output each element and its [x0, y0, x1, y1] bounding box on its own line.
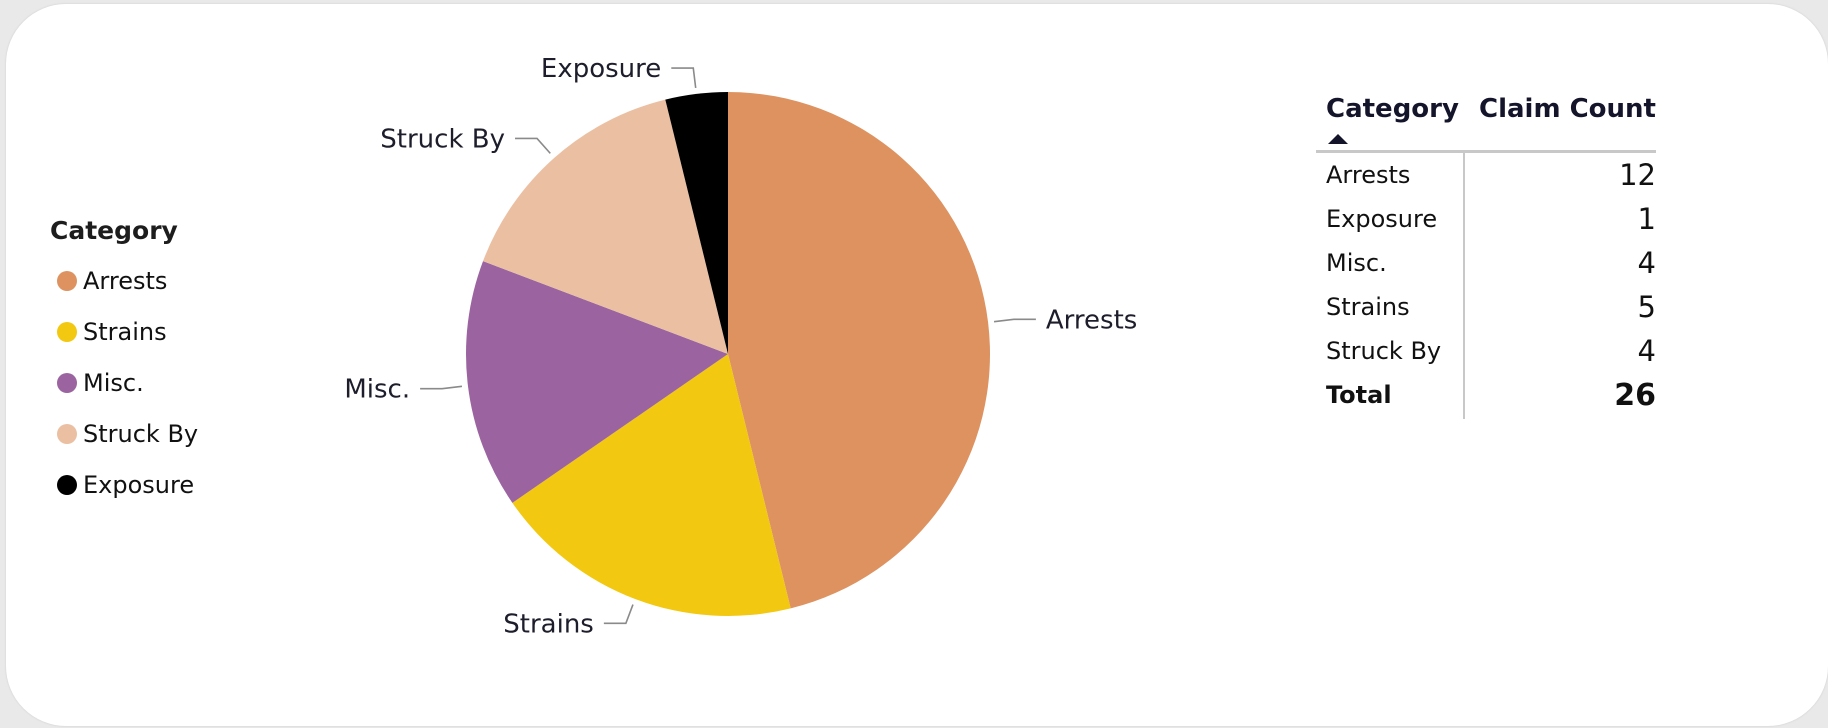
total-count: 26 [1614, 377, 1656, 413]
cell-category: Misc. [1326, 249, 1387, 277]
sort-ascending-icon[interactable] [1328, 134, 1348, 144]
legend-title: Category [50, 216, 178, 245]
slice-label: Exposure [541, 54, 661, 84]
pie-chart: Arrests Strains Misc. Struck By Exposure [344, 54, 1137, 639]
leader-line [993, 318, 1036, 323]
leader-line [671, 67, 697, 89]
cell-category: Strains [1326, 293, 1410, 321]
column-divider [1463, 153, 1465, 419]
pie-slice[interactable] [665, 92, 728, 354]
total-row: Total 26 [1316, 373, 1656, 417]
pie-slice[interactable] [512, 354, 791, 617]
pie-slice[interactable] [466, 261, 728, 503]
leader-line [515, 137, 551, 154]
cell-claim-count: 5 [1637, 290, 1656, 324]
pie-legend: Category Arrests Strains Misc. Struck By Exp… [50, 216, 198, 510]
pie-slice[interactable] [483, 99, 728, 354]
legend-label: Misc. [83, 368, 144, 397]
leader-line [603, 604, 634, 625]
header-divider [1316, 150, 1656, 153]
cell-claim-count: 4 [1637, 334, 1656, 368]
cell-claim-count: 1 [1637, 202, 1656, 236]
total-label: Total [1326, 381, 1392, 409]
legend-label: Arrests [83, 266, 168, 295]
cell-claim-count: 12 [1619, 158, 1656, 192]
visual-card: Category Arrests Strains Misc. Struck By Exp… [6, 4, 1828, 726]
legend-item[interactable]: Strains [50, 306, 198, 357]
legend-swatch [57, 474, 77, 495]
legend-swatch [57, 372, 77, 393]
legend-swatch [57, 270, 77, 291]
legend-label: Struck By [83, 419, 199, 448]
slice-label: Struck By [380, 124, 505, 154]
leader-line [420, 385, 463, 390]
table-row[interactable]: Misc. 4 [1316, 241, 1656, 285]
slice-label: Misc. [344, 375, 410, 405]
cell-category: Exposure [1326, 205, 1438, 233]
legend-item[interactable]: Misc. [50, 357, 198, 408]
legend-swatch [57, 321, 77, 342]
table-row[interactable]: Arrests 12 [1316, 153, 1656, 197]
claims-table: Category Claim Count Arrests 12 Exposure 1 M… [1316, 94, 1656, 419]
legend-swatch [57, 423, 77, 444]
legend-label: Strains [83, 317, 167, 346]
table-row[interactable]: Strains 5 [1316, 285, 1656, 329]
table-body: Arrests 12 Exposure 1 Misc. 4 Strains 5 Struck B… [1316, 153, 1656, 419]
pie-slice[interactable] [728, 92, 990, 609]
slice-label: Strains [503, 609, 594, 639]
cell-category: Struck By [1326, 337, 1442, 365]
table-row[interactable]: Struck By 4 [1316, 329, 1656, 373]
legend-item[interactable]: Struck By [50, 408, 198, 459]
slice-label: Arrests [1046, 305, 1137, 335]
legend-item[interactable]: Arrests [50, 255, 198, 306]
column-header-category[interactable]: Category [1326, 94, 1459, 124]
column-header-claim-count[interactable]: Claim Count [1479, 94, 1656, 124]
cell-category: Arrests [1326, 161, 1411, 189]
table-header: Category Claim Count [1316, 94, 1656, 146]
cell-claim-count: 4 [1637, 246, 1656, 280]
table-row[interactable]: Exposure 1 [1316, 197, 1656, 241]
legend-label: Exposure [83, 470, 195, 499]
legend-item[interactable]: Exposure [50, 459, 198, 510]
